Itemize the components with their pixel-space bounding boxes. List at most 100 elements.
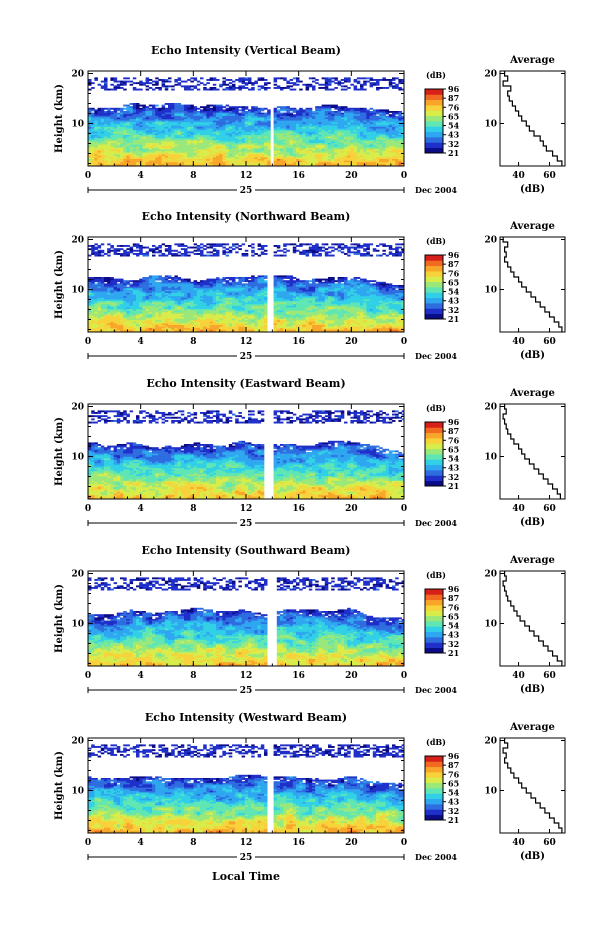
colorbar-swatch xyxy=(425,777,443,783)
x-tick-label: 12 xyxy=(240,171,253,181)
x-tick-label: 12 xyxy=(240,671,253,681)
average-frame xyxy=(500,738,565,833)
y-axis-label: Height (km) xyxy=(54,84,65,153)
average-x-label: (dB) xyxy=(520,350,545,361)
y-axis-label: Height (km) xyxy=(54,417,65,486)
average-x-label: (dB) xyxy=(520,851,545,862)
x-tick-label: 4 xyxy=(138,504,144,514)
heatmap-cells xyxy=(88,243,404,332)
colorbar-tick-label: 21 xyxy=(448,314,459,324)
day-label: 25 xyxy=(240,686,253,696)
colorbar-swatch xyxy=(425,121,443,127)
average-y-tick-label: 10 xyxy=(484,453,497,463)
colorbar-swatch xyxy=(425,642,443,648)
average-y-tick-label: 20 xyxy=(484,70,497,80)
colorbar-swatch xyxy=(425,783,443,789)
date-label: Dec 2004 xyxy=(415,351,457,361)
y-tick-label: 10 xyxy=(71,787,84,797)
date-label: Dec 2004 xyxy=(415,685,457,695)
colorbar-swatch xyxy=(425,116,443,122)
x-tick-label: 0 xyxy=(401,504,407,514)
colorbar-swatch xyxy=(425,621,443,627)
average-y-tick-label: 20 xyxy=(484,737,497,747)
x-tick-label: 12 xyxy=(240,838,253,848)
heatmap-cells xyxy=(88,77,404,166)
x-tick-label: 0 xyxy=(85,171,91,181)
colorbar-swatch xyxy=(425,637,443,643)
x-tick-label: 20 xyxy=(345,504,358,514)
colorbar-swatch xyxy=(425,142,443,148)
colorbar-swatch xyxy=(425,126,443,132)
colorbar-swatch xyxy=(425,100,443,106)
colorbar-swatch xyxy=(425,308,443,314)
heatmap-cells xyxy=(88,744,404,833)
average-frame xyxy=(500,237,565,332)
colorbar-swatch xyxy=(425,110,443,116)
panel-title: Echo Intensity (Northward Beam) xyxy=(142,210,351,223)
average-x-label: (dB) xyxy=(520,184,545,195)
colorbar-swatch xyxy=(425,470,443,476)
colorbar-swatch xyxy=(425,632,443,638)
y-tick-label: 10 xyxy=(71,286,84,296)
colorbar-swatch xyxy=(425,260,443,266)
colorbar-swatch xyxy=(425,443,443,449)
y-axis-label: Height (km) xyxy=(54,584,65,653)
colorbar-swatch xyxy=(425,427,443,433)
average-x-tick-label: 60 xyxy=(543,504,556,514)
panel-title: Echo Intensity (Southward Beam) xyxy=(142,544,351,557)
colorbar-tick-label: 21 xyxy=(448,148,459,158)
y-tick-label: 20 xyxy=(71,570,84,580)
colorbar-swatch xyxy=(425,465,443,471)
colorbar-swatch xyxy=(425,433,443,439)
x-tick-label: 16 xyxy=(292,171,305,181)
panel-title: Echo Intensity (Eastward Beam) xyxy=(146,377,345,390)
colorbar-swatch xyxy=(425,255,443,261)
average-x-tick-label: 60 xyxy=(543,671,556,681)
colorbar-swatch xyxy=(425,271,443,277)
average-x-tick-label: 40 xyxy=(512,504,525,514)
colorbar-swatch xyxy=(425,788,443,794)
date-label: Dec 2004 xyxy=(415,518,457,528)
x-tick-label: 4 xyxy=(138,671,144,681)
y-tick-label: 10 xyxy=(71,120,84,130)
y-axis-label: Height (km) xyxy=(54,751,65,820)
average-y-tick-label: 20 xyxy=(484,570,497,580)
average-frame xyxy=(500,404,565,499)
echo-panel-2: Echo Intensity (Eastward Beam) 10 20 Height… xyxy=(54,377,565,529)
average-x-tick-label: 60 xyxy=(543,337,556,347)
colorbar-swatch xyxy=(425,793,443,799)
colorbar-swatch xyxy=(425,298,443,304)
average-title: Average xyxy=(509,55,555,66)
colorbar-swatch xyxy=(425,132,443,138)
average-x-tick-label: 40 xyxy=(512,671,525,681)
x-tick-label: 0 xyxy=(85,671,91,681)
colorbar-swatch xyxy=(425,804,443,810)
panel-title: Echo Intensity (Westward Beam) xyxy=(145,711,347,724)
average-y-tick-label: 10 xyxy=(484,286,497,296)
colorbar-swatch xyxy=(425,292,443,298)
x-tick-label: 16 xyxy=(292,838,305,848)
echo-panel-0: Echo Intensity (Vertical Beam)1020Height… xyxy=(54,44,565,196)
echo-panel-3: Echo Intensity (Southward Beam)1020Heigh… xyxy=(54,544,565,696)
x-tick-label: 20 xyxy=(345,838,358,848)
colorbar-tick-label: 21 xyxy=(448,648,459,658)
x-tick-label: 16 xyxy=(292,337,305,347)
heatmap-cells xyxy=(88,577,404,666)
colorbar-swatch xyxy=(425,303,443,309)
colorbar-unit: (dB) xyxy=(426,570,446,580)
day-label: 25 xyxy=(240,853,253,863)
colorbar-swatch xyxy=(425,589,443,595)
average-frame xyxy=(500,571,565,666)
x-tick-label: 8 xyxy=(190,838,196,848)
average-y-tick-label: 20 xyxy=(484,403,497,413)
y-axis-label: Height (km) xyxy=(54,250,65,319)
